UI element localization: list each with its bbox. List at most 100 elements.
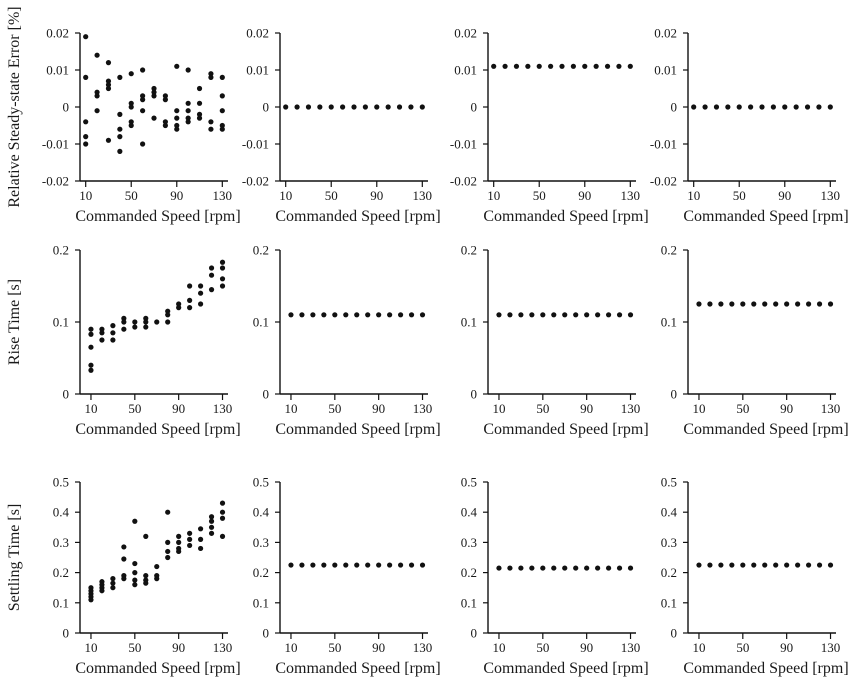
y-tick-label: 0 (671, 626, 678, 641)
y-tick-label: 0.4 (253, 505, 270, 520)
y-tick-label: 0 (63, 100, 70, 115)
data-point (385, 104, 391, 110)
y-tick-label: 0.1 (461, 315, 477, 330)
data-point (288, 562, 294, 568)
y-tick-label: 0.5 (53, 475, 69, 490)
y-tick-label: -0.01 (42, 137, 69, 152)
data-point (751, 301, 757, 307)
data-point (140, 108, 146, 114)
x-tick-label: 50 (325, 188, 338, 203)
data-point (143, 580, 149, 586)
y-tick-label: -0.01 (450, 137, 477, 152)
y-tick-label: -0.01 (650, 137, 677, 152)
data-point (110, 576, 116, 582)
data-point (88, 326, 94, 332)
data-point (143, 319, 149, 325)
y-tick-label: 0.2 (461, 243, 477, 258)
data-point (165, 539, 171, 546)
data-point (187, 283, 193, 289)
data-point (176, 539, 182, 546)
y-tick-label: 0.1 (461, 595, 477, 610)
x-tick-label: 130 (413, 401, 433, 416)
data-point (132, 324, 138, 330)
data-point (604, 63, 611, 69)
data-point (208, 71, 214, 77)
data-point (365, 562, 371, 568)
data-point (827, 562, 834, 568)
data-point (132, 518, 138, 524)
data-point (762, 301, 768, 307)
y-tick-label: -0.02 (242, 174, 269, 189)
data-point (827, 104, 833, 110)
data-point (121, 326, 127, 332)
data-point (165, 312, 171, 318)
data-point (128, 100, 134, 106)
x-tick-label: 130 (213, 188, 233, 203)
x-tick-label: 50 (736, 401, 749, 416)
data-point (140, 67, 146, 73)
data-point (154, 319, 160, 325)
data-point (748, 104, 754, 110)
data-point (288, 312, 294, 318)
x-tick-label: 90 (580, 640, 593, 655)
data-point (151, 93, 157, 99)
data-point (197, 545, 204, 552)
subplot-r1-c2: -0.02 -0.01 0 0.01 0.02 10 50 90 130 Commanded Sp… (242, 26, 441, 226)
data-point (83, 134, 89, 140)
data-point (219, 74, 225, 80)
y-tick-label: 0.01 (246, 63, 269, 78)
data-point (143, 315, 149, 321)
data-point (185, 115, 191, 121)
subplot-r2-c4: 0 0.1 0.2 10 50 90 130 Commanded Speed [rpm] (661, 243, 849, 439)
data-point (321, 312, 327, 318)
x-tick-label: 10 (279, 188, 292, 203)
data-point (208, 287, 215, 293)
data-point (105, 78, 112, 84)
data-point (283, 104, 289, 110)
data-point (584, 312, 590, 318)
x-tick-label: 10 (84, 401, 97, 416)
data-point (83, 74, 89, 80)
data-point (559, 63, 565, 69)
data-point (816, 104, 822, 110)
data-point (128, 122, 134, 129)
data-point (165, 509, 171, 515)
x-tick-label: 90 (778, 188, 791, 203)
data-point (321, 562, 327, 568)
y-tick-label: 0 (263, 387, 270, 402)
data-point (208, 530, 215, 536)
data-point (332, 312, 338, 318)
data-point (219, 533, 226, 539)
data-point (740, 301, 746, 307)
data-point (540, 565, 546, 571)
data-point (185, 67, 191, 73)
data-point (208, 119, 214, 125)
x-axis-title: Commanded Speed [rpm] (75, 421, 240, 438)
data-point (343, 312, 349, 318)
data-point (143, 533, 149, 539)
subplot-r3-c2: 0 0.1 0.2 0.3 0.4 0.5 10 50 90 130 Commanded Speed… (253, 475, 441, 678)
x-axis-title: Commanded Speed [rpm] (483, 208, 648, 225)
data-point (219, 500, 226, 506)
data-point (408, 312, 415, 318)
data-point (132, 570, 138, 576)
x-tick-label: 130 (213, 640, 233, 655)
data-point (105, 137, 112, 143)
data-point (197, 536, 204, 542)
x-tick-label: 10 (492, 401, 505, 416)
x-axis-title: Commanded Speed [rpm] (683, 660, 848, 677)
data-point (197, 283, 204, 289)
data-point (110, 330, 116, 336)
data-point (196, 115, 203, 121)
data-point (408, 104, 414, 110)
data-point (351, 104, 357, 110)
y-tick-label: 0.3 (253, 535, 269, 550)
data-point (570, 63, 576, 69)
data-point (299, 562, 305, 568)
data-point (773, 301, 779, 307)
data-point (827, 301, 834, 307)
data-point (154, 563, 160, 570)
data-point (197, 301, 204, 307)
y-tick-label: 0.2 (253, 565, 269, 580)
data-point (176, 533, 182, 539)
